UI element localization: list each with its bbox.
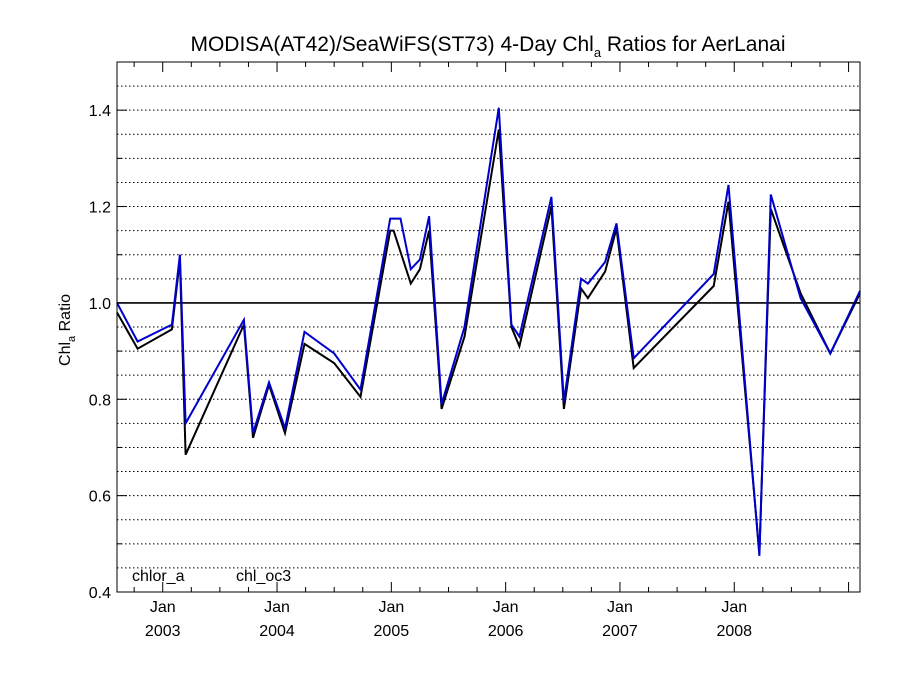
y-tick-label: 1.2 [89,200,111,217]
y-tick-label: 1.4 [89,103,111,120]
y-axis-label-rest: Ratio [57,294,74,336]
series-line-chlor-a [116,129,861,554]
x-tick-labels: Jan 2003 Jan 2004 Jan 2005 Jan 2006 Jan 2007 Jan 20… [145,599,752,640]
y-tick-label: 0.6 [89,489,111,506]
y-tick-label: 1.0 [89,296,111,313]
grid-lines [117,85,860,569]
x-tick-label-year: 2005 [374,623,410,640]
x-tick-label-month: Jan [607,599,633,616]
chart-title-main: MODISA(AT42)/SeaWiFS(ST73) 4-Day Chl [190,33,593,56]
y-axis-label-main: Chl [57,342,74,366]
x-tick-label-month: Jan [378,599,404,616]
series-lines [116,107,861,556]
series-line-chl-oc3 [116,107,861,556]
x-tick-label-year: 2003 [145,623,181,640]
x-tick-label-year: 2007 [602,623,638,640]
axes [116,61,861,593]
x-tick-label-month: Jan [150,599,176,616]
y-tick-label: 0.8 [89,392,111,409]
chart-title-rest: Ratios for AerLanai [601,33,785,56]
chart-title: MODISA(AT42)/SeaWiFS(ST73) 4-Day Chla Ra… [190,33,785,60]
x-tick-label-month: Jan [493,599,519,616]
x-tick-label-year: 2006 [488,623,524,640]
y-tick-label: 0.4 [89,585,111,602]
legend: chlor_a chl_oc3 [132,568,291,585]
x-tick-label-month: Jan [721,599,747,616]
plot-frame [116,61,861,593]
y-axis-label: Chla Ratio [57,294,78,366]
y-axis-label-subscript: a [66,335,78,342]
y-tick-labels: 0.4 0.6 0.8 1.0 1.2 1.4 [89,103,111,602]
x-tick-label-year: 2008 [716,623,752,640]
legend-entry-chlor-a: chlor_a [132,568,185,585]
x-tick-label-month: Jan [264,599,290,616]
legend-entry-chl-oc3: chl_oc3 [236,568,291,585]
x-tick-label-year: 2004 [259,623,295,640]
chart-title-subscript: a [594,45,602,60]
